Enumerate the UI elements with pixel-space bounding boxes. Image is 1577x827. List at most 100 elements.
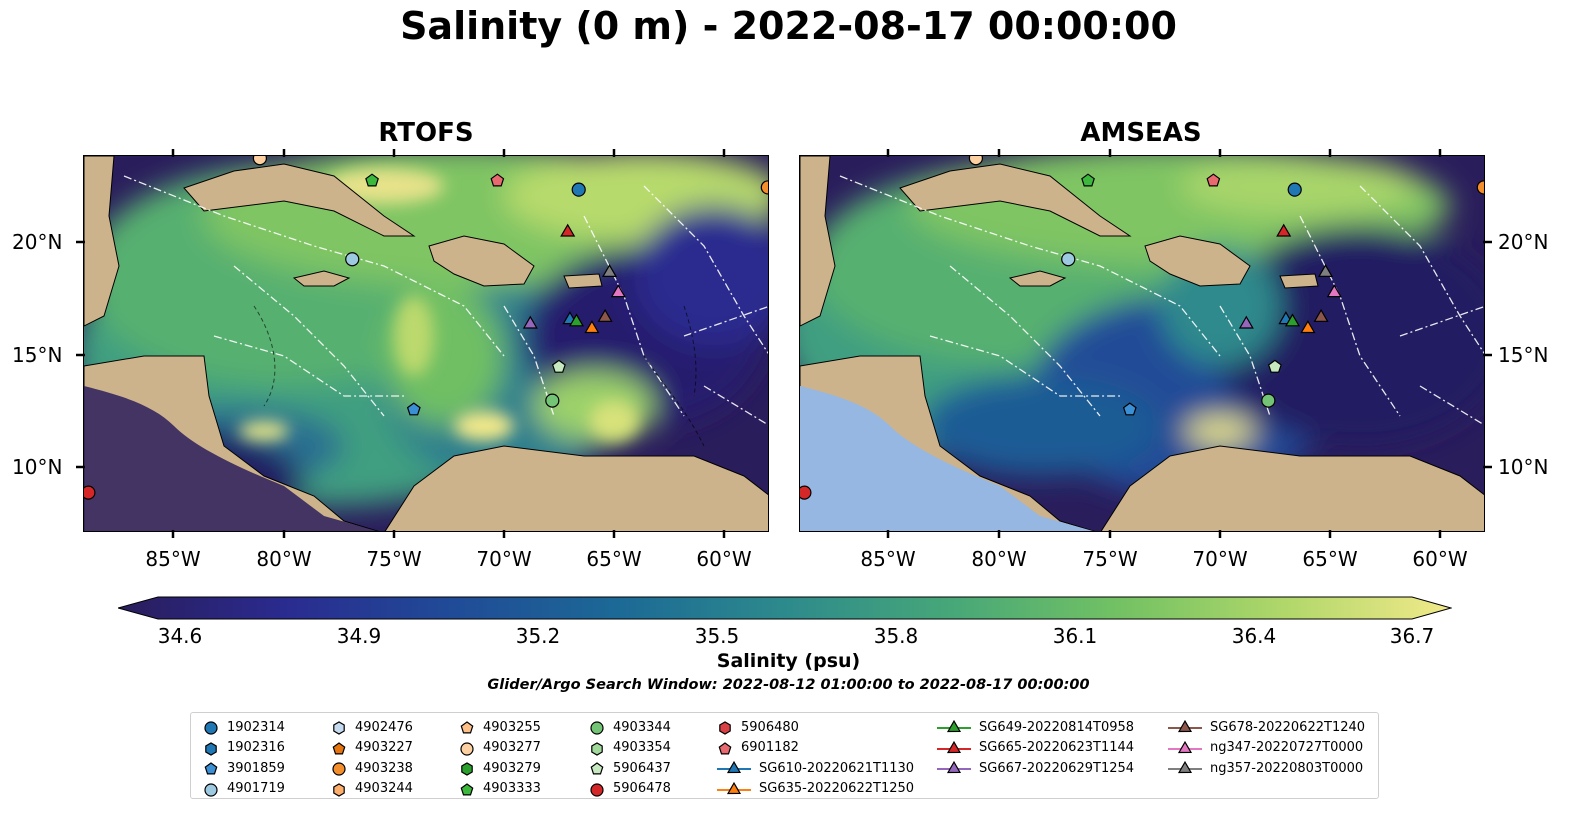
legend-item-4903277: 4903277	[459, 738, 541, 758]
legend-item-ng347-20220727T0000: ng347-20220727T0000	[1168, 738, 1363, 758]
hispaniola-landmass	[428, 235, 535, 287]
lon-label-left-75: 75°W	[366, 547, 422, 571]
marker-ng357-20220803T0000[interactable]	[601, 264, 618, 278]
legend: 1902314 1902316 3901859 4901719 4902476 49032…	[190, 712, 1379, 799]
marker-4903238[interactable]	[760, 180, 769, 195]
lat-label-left-20: 20°N	[12, 230, 63, 254]
marker-4903277[interactable]	[968, 156, 983, 166]
colorbar-tick-0: 34.6	[157, 624, 203, 648]
puerto-rico-landmass	[1279, 273, 1319, 289]
pacific-ocean-masked	[800, 386, 1093, 531]
legend-label: 4903333	[483, 781, 541, 796]
marker-5906478[interactable]	[800, 485, 812, 500]
marker-4903333[interactable]	[1081, 173, 1095, 187]
marker-3901859[interactable]	[406, 402, 421, 416]
marker-SG665-20220623T1144[interactable]	[1276, 223, 1292, 237]
marker-4903238[interactable]	[1476, 180, 1485, 195]
marker-ng357-20220803T0000[interactable]	[1317, 264, 1334, 278]
legend-marker-icon	[591, 741, 603, 756]
colorbar-tick-4: 35.8	[873, 624, 919, 648]
marker-SG665-20220623T1144[interactable]	[560, 223, 576, 237]
legend-marker-icon	[332, 762, 346, 776]
lat-label-right-20: 20°N	[1498, 230, 1549, 254]
legend-item-4901719: 4901719	[203, 779, 285, 799]
lon-label-right-85: 85°W	[860, 547, 916, 571]
marker-5906437[interactable]	[1267, 359, 1282, 373]
marker-6901182[interactable]	[490, 173, 505, 187]
lon-label-right-75: 75°W	[1082, 547, 1138, 571]
legend-item-SG635-20220622T1250: SG635-20220622T1250	[717, 779, 914, 799]
yucatan-landmass	[84, 156, 120, 327]
legend-label: SG635-20220622T1250	[759, 781, 915, 796]
marker-4901719[interactable]	[1061, 252, 1076, 267]
lat-label-left-15: 15°N	[12, 343, 63, 367]
legend-label: 4903227	[355, 740, 413, 755]
left-map-ticks	[76, 149, 726, 538]
lon-label-left-65: 65°W	[586, 547, 642, 571]
legend-item-4903238: 4903238	[331, 758, 413, 778]
marker-4903344[interactable]	[545, 393, 560, 408]
marker-SG678-20220622T1240[interactable]	[1313, 308, 1329, 322]
marker-1902314[interactable]	[1287, 182, 1302, 197]
marker-SG635-20220622T1250[interactable]	[584, 320, 600, 334]
legend-label: SG678-20220622T1240	[1210, 719, 1366, 735]
legend-marker-icon	[332, 741, 346, 754]
legend-item-4903255: 4903255	[459, 717, 541, 737]
marker-SG649-20220814T0958[interactable]	[568, 313, 585, 327]
marker-1902314[interactable]	[571, 182, 586, 197]
marker-SG667-20220629T1254[interactable]	[1238, 315, 1254, 329]
legend-marker-icon	[204, 762, 218, 775]
marker-4903277[interactable]	[252, 156, 267, 166]
marker-5906437[interactable]	[551, 359, 566, 373]
legend-label: 4902476	[355, 719, 413, 735]
figure-title: Salinity (0 m) - 2022-08-17 00:00:00	[400, 4, 1177, 48]
marker-4903333[interactable]	[365, 173, 379, 187]
marker-SG667-20220629T1254[interactable]	[522, 315, 538, 329]
legend-label: 4903354	[613, 740, 671, 755]
marker-6901182[interactable]	[1206, 173, 1221, 187]
marker-SG635-20220622T1250[interactable]	[1300, 320, 1316, 334]
marker-5906478[interactable]	[84, 485, 96, 500]
salinity-eddies	[239, 168, 639, 441]
lon-label-right-65: 65°W	[1302, 547, 1358, 571]
legend-item-5906478: 5906478	[589, 779, 671, 799]
legend-label: 4903279	[483, 760, 541, 776]
marker-ng347-20220727T0000[interactable]	[610, 284, 626, 298]
marker-4901719[interactable]	[345, 252, 360, 267]
legend-item-4903244: 4903244	[331, 779, 413, 799]
panel-title-rtofs: RTOFS	[378, 118, 474, 148]
legend-item-SG610-20220621T1130: SG610-20220621T1130	[717, 758, 914, 778]
legend-item-4902476: 4902476	[331, 717, 413, 737]
legend-item-1902314: 1902314	[203, 717, 285, 737]
marker-ng347-20220727T0000[interactable]	[1326, 284, 1342, 298]
legend-label: SG667-20220629T1254	[979, 760, 1135, 776]
eez-boundaries	[123, 175, 768, 426]
legend-marker-icon	[461, 762, 473, 776]
legend-label: ng357-20220803T0000	[1210, 760, 1364, 776]
legend-marker-icon	[590, 721, 604, 735]
marker-SG649-20220814T0958[interactable]	[1284, 313, 1301, 327]
colorbar-tick-1: 34.9	[336, 624, 382, 648]
legend-label: 3901859	[227, 760, 285, 776]
right-map-ticks	[886, 149, 1492, 538]
eez-boundaries	[839, 175, 1484, 426]
observation-markers[interactable]	[84, 156, 769, 500]
legend-marker-icon	[937, 719, 971, 733]
legend-marker-icon	[1168, 719, 1202, 733]
map-panel-rtofs	[83, 155, 769, 532]
marker-3901859[interactable]	[1122, 402, 1137, 416]
marker-SG678-20220622T1240[interactable]	[597, 308, 613, 322]
colorbar-tick-6: 36.4	[1231, 624, 1277, 648]
legend-label: 4901719	[227, 781, 285, 796]
colorbar-bar	[118, 596, 1452, 620]
legend-item-4903279: 4903279	[459, 758, 541, 778]
marker-4903344[interactable]	[1261, 393, 1276, 408]
legend-label: SG649-20220814T0958	[979, 719, 1135, 735]
legend-label: 4903255	[483, 719, 541, 735]
colorbar-tick-2: 35.2	[515, 624, 561, 648]
rtofs-salinity-map	[84, 156, 769, 531]
lat-label-right-15: 15°N	[1498, 343, 1549, 367]
legend-label: 6901182	[741, 740, 799, 755]
observation-markers[interactable]	[800, 156, 1485, 500]
lon-label-left-60: 60°W	[696, 547, 752, 571]
